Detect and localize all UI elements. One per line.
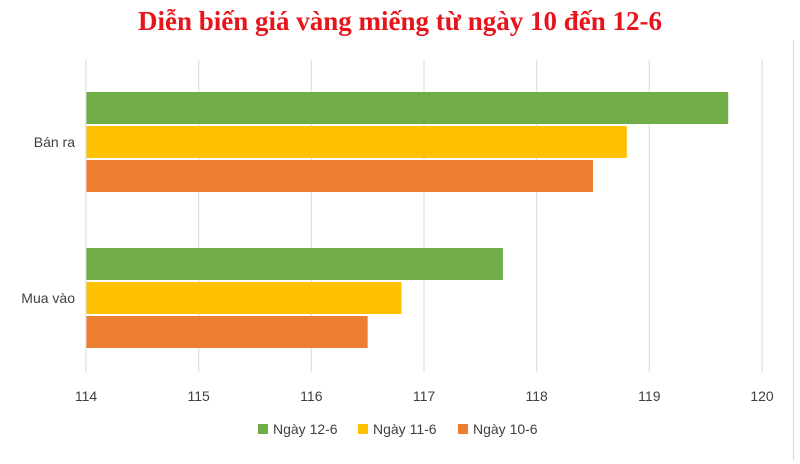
- x-tick-label: 119: [638, 388, 661, 404]
- x-tick-label: 118: [526, 388, 549, 404]
- legend-label: Ngày 12-6: [273, 421, 338, 437]
- legend-label: Ngày 11-6: [373, 421, 437, 437]
- bar: [86, 248, 503, 280]
- legend-swatch: [358, 424, 368, 434]
- category-label: Bán ra: [34, 134, 75, 150]
- bar: [86, 282, 402, 314]
- x-tick-label: 115: [188, 388, 211, 404]
- bar: [86, 92, 729, 124]
- legend-swatch: [258, 424, 268, 434]
- x-tick-label: 116: [300, 388, 323, 404]
- category-label: Mua vào: [21, 290, 75, 306]
- x-tick-label: 117: [413, 388, 436, 404]
- legend-swatch: [458, 424, 468, 434]
- x-tick-label: 120: [750, 388, 774, 404]
- legend-label: Ngày 10-6: [473, 421, 538, 437]
- bar: [86, 316, 368, 348]
- bar: [86, 126, 627, 158]
- bar: [86, 160, 593, 192]
- right-divider: [793, 40, 794, 460]
- x-tick-label: 114: [75, 388, 98, 404]
- chart-title: Diễn biến giá vàng miếng từ ngày 10 đến …: [138, 6, 662, 36]
